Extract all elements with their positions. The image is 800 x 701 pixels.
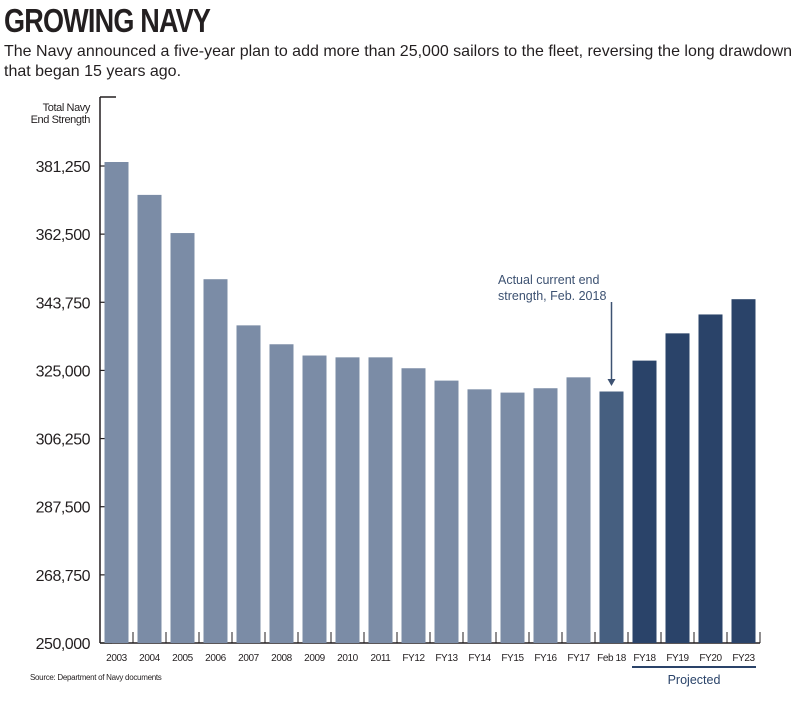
y-tick-label: 287,500: [36, 500, 91, 517]
y-tick-label: 362,500: [36, 227, 91, 244]
x-tick-label: FY13: [435, 653, 458, 664]
bar-fy12: [401, 368, 426, 643]
x-tick-label: FY14: [468, 653, 491, 664]
bar-2009: [302, 355, 327, 643]
y-tick-label: 306,250: [36, 432, 91, 449]
x-tick-label: FY12: [402, 653, 425, 664]
bar-fy17: [566, 377, 591, 643]
x-tick-label: Feb 18: [597, 653, 627, 664]
x-tick-label: FY23: [732, 653, 755, 664]
x-tick-label: FY19: [666, 653, 689, 664]
x-tick-label: 2010: [337, 653, 358, 664]
bar-fy16: [533, 388, 558, 643]
x-tick-label: 2005: [172, 653, 193, 664]
bar-2008: [269, 344, 294, 643]
x-tick-label: FY20: [699, 653, 722, 664]
x-tick-label: FY17: [567, 653, 590, 664]
bar-2003: [104, 162, 129, 643]
y-axis-label: End Strength: [31, 114, 91, 126]
annotation-text: strength, Feb. 2018: [498, 289, 606, 303]
y-tick-label: 343,750: [36, 295, 91, 312]
x-tick-label: 2006: [205, 653, 226, 664]
bar-feb-18: [599, 391, 624, 643]
chart-subtitle: The Navy announced a five-year plan to a…: [4, 43, 793, 80]
bar-fy15: [500, 392, 525, 643]
bar-2006: [203, 279, 228, 643]
x-tick-label: FY18: [633, 653, 656, 664]
x-tick-label: 2009: [304, 653, 325, 664]
bar-fy13: [434, 380, 459, 643]
bar-2005: [170, 233, 195, 644]
source-note: Source: Department of Navy documents: [30, 673, 162, 682]
bar-fy18: [632, 360, 657, 643]
x-tick-label: 2003: [106, 653, 127, 664]
chart-title: GROWING NAVY: [4, 2, 211, 39]
bar-fy19: [665, 333, 690, 643]
projected-label: Projected: [668, 673, 721, 687]
annotation-arrow-head: [607, 379, 616, 386]
bar-fy20: [698, 314, 723, 643]
x-tick-label: FY15: [501, 653, 524, 664]
y-tick-label: 268,750: [36, 568, 91, 585]
annotation-text: Actual current end: [498, 273, 599, 287]
bar-fy14: [467, 389, 492, 643]
bar-2010: [335, 357, 360, 643]
x-tick-label: 2008: [271, 653, 292, 664]
bar-fy23: [731, 299, 756, 643]
bar-2007: [236, 325, 261, 643]
y-tick-label: 381,250: [36, 159, 91, 176]
bar-2004: [137, 194, 162, 643]
x-tick-label: 2004: [139, 653, 160, 664]
y-axis-label: Total Navy: [43, 102, 91, 114]
x-tick-label: FY16: [534, 653, 557, 664]
x-tick-label: 2011: [371, 653, 392, 664]
x-tick-label: 2007: [238, 653, 259, 664]
bar-2011: [368, 357, 393, 643]
y-tick-label: 250,000: [36, 636, 91, 653]
y-tick-label: 325,000: [36, 363, 91, 380]
